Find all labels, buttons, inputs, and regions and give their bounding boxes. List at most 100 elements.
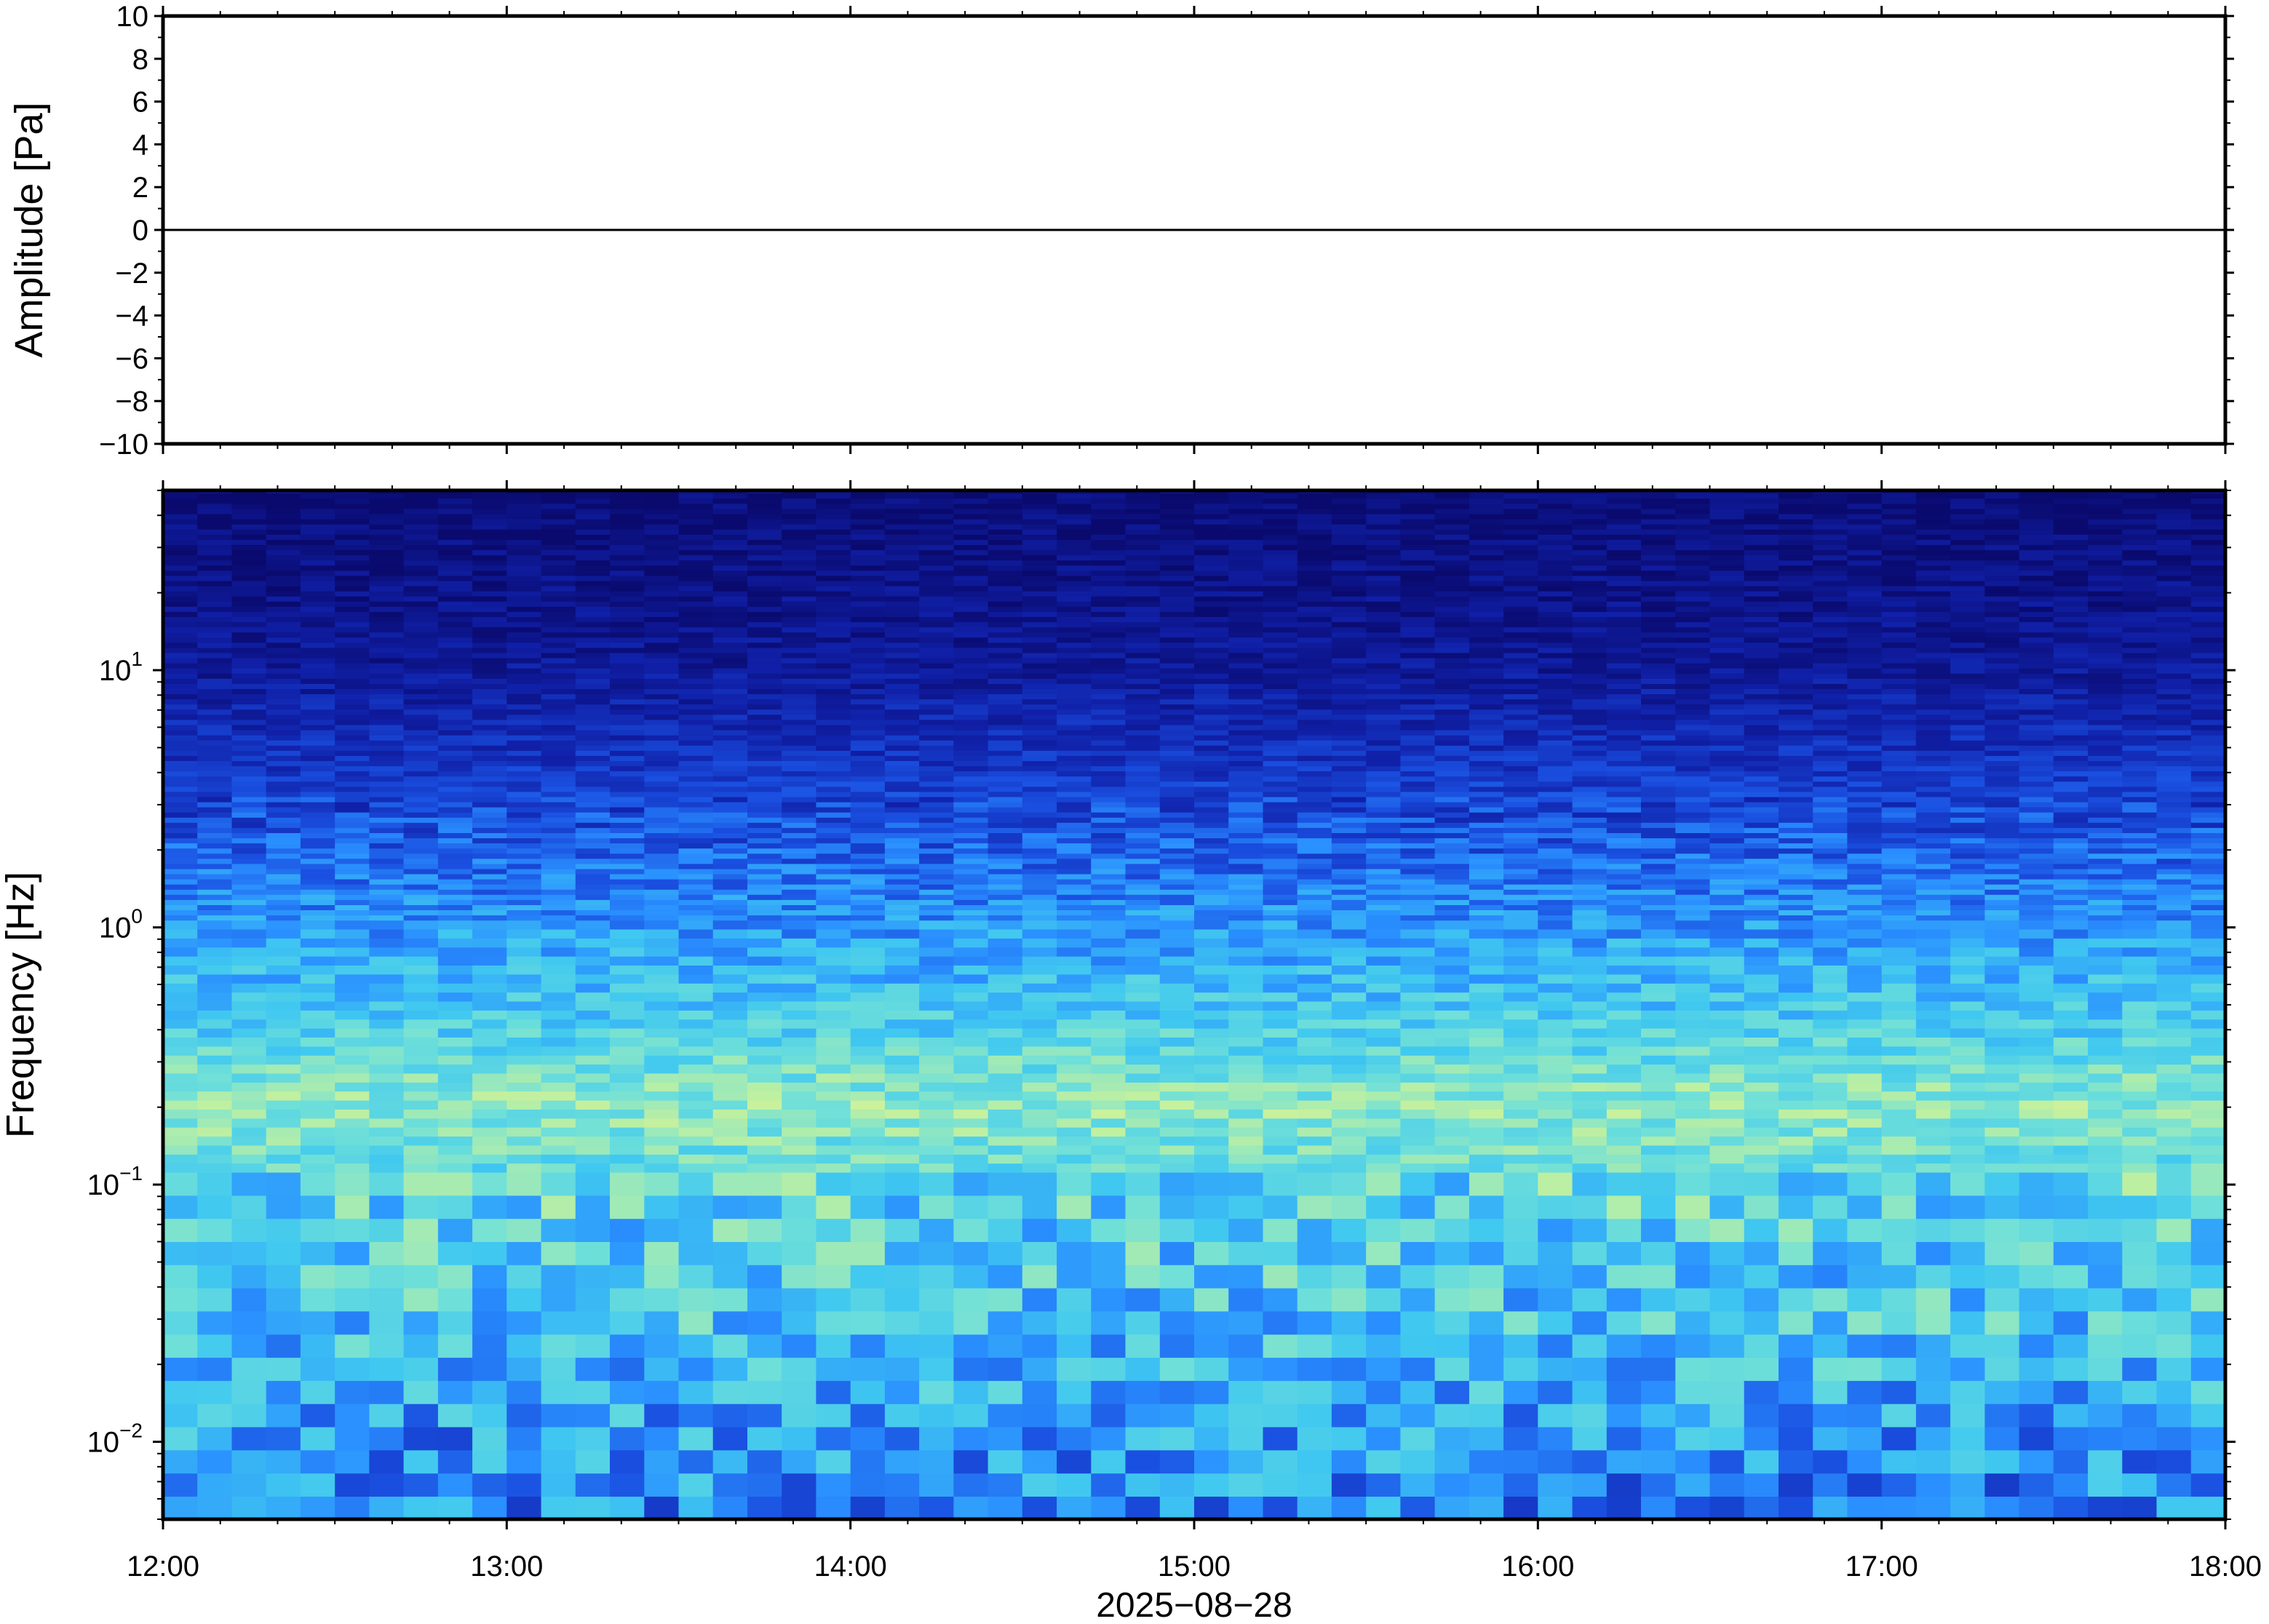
spectrogram-cell xyxy=(782,626,817,633)
spectrogram-cell xyxy=(1331,1037,1367,1047)
spectrogram-cell xyxy=(712,570,748,576)
spectrogram-cell xyxy=(644,1195,680,1219)
spectrogram-cell xyxy=(369,915,405,921)
spectrogram-cell xyxy=(197,983,233,993)
spectrogram-cell xyxy=(197,1000,233,1011)
spectrogram-cell xyxy=(163,637,198,643)
spectrogram-cell xyxy=(335,554,370,561)
spectrogram-cell xyxy=(472,806,508,813)
spectrogram-cell xyxy=(1159,518,1195,525)
spectrogram-cell xyxy=(1331,662,1367,669)
spectrogram-cell xyxy=(712,1380,748,1404)
spectrogram-cell xyxy=(953,554,989,561)
spectrogram-cell xyxy=(1091,544,1126,551)
spectrogram-cell xyxy=(197,928,233,939)
amplitude-y-tick-label: −2 xyxy=(115,258,148,290)
spectrogram-cell xyxy=(541,1449,576,1474)
spectrogram-cell xyxy=(610,1109,645,1119)
spectrogram-cell xyxy=(300,518,335,525)
spectrogram-cell xyxy=(610,606,645,612)
spectrogram-cell xyxy=(884,771,920,777)
spectrogram-cell xyxy=(953,560,989,566)
spectrogram-cell xyxy=(1263,1126,1298,1137)
spectrogram-cell xyxy=(747,518,782,525)
spectrogram-cell xyxy=(506,1019,542,1029)
spectrogram-cell xyxy=(919,1163,955,1173)
spectrogram-cell xyxy=(850,595,886,602)
spectrogram-cell xyxy=(1022,791,1057,797)
spectrogram-cell xyxy=(747,667,782,674)
spectrogram-cell xyxy=(1366,637,1402,643)
spectrogram-cell xyxy=(231,806,267,813)
spectrogram-cell xyxy=(197,503,233,509)
spectrogram-cell xyxy=(541,1000,576,1011)
spectrogram-cell xyxy=(747,508,782,514)
spectrogram-cell xyxy=(1125,1099,1161,1110)
spectrogram-cell xyxy=(1366,909,1402,916)
spectrogram-cell xyxy=(266,974,301,984)
spectrogram-cell xyxy=(678,1265,714,1289)
spectrogram-cell xyxy=(1297,791,1332,797)
spectrogram-cell xyxy=(1434,1310,1470,1335)
spectrogram-cell xyxy=(472,673,508,679)
spectrogram-cell xyxy=(850,570,886,576)
spectrogram-cell xyxy=(644,915,680,921)
spectrogram-cell xyxy=(575,719,611,725)
spectrogram-cell xyxy=(369,1136,405,1146)
spectrogram-cell xyxy=(506,947,542,957)
spectrogram-cell xyxy=(610,657,645,664)
spectrogram-cell xyxy=(506,755,542,761)
spectrogram-cell xyxy=(884,1287,920,1312)
spectrogram-cell xyxy=(300,508,335,514)
spectrogram-cell xyxy=(231,1195,267,1219)
spectrogram-cell xyxy=(678,983,714,993)
spectrogram-cell xyxy=(472,1000,508,1011)
spectrogram-cell xyxy=(1263,1082,1298,1092)
spectrogram-cell xyxy=(712,606,748,612)
spectrogram-cell xyxy=(953,1426,989,1451)
spectrogram-cell xyxy=(816,837,851,844)
spectrogram-cell xyxy=(1194,1334,1229,1358)
spectrogram-cell xyxy=(919,878,955,885)
spectrogram-cell xyxy=(403,719,439,725)
spectrogram-cell xyxy=(678,992,714,1002)
spectrogram-cell xyxy=(747,750,782,756)
spectrogram-cell xyxy=(335,667,370,674)
spectrogram-cell xyxy=(1366,606,1402,612)
spectrogram-cell xyxy=(1194,575,1229,581)
spectrogram-cell xyxy=(712,1136,748,1146)
spectrogram-cell xyxy=(678,868,714,875)
spectrogram-cell xyxy=(850,1082,886,1092)
spectrogram-cell xyxy=(266,1287,301,1312)
spectrogram-cell xyxy=(712,1000,748,1011)
spectrogram-cell xyxy=(1400,1072,1436,1083)
spectrogram-cell xyxy=(1125,947,1161,957)
spectrogram-cell xyxy=(644,529,680,535)
spectrogram-cell xyxy=(403,1064,439,1074)
spectrogram-cell xyxy=(712,1496,748,1519)
spectrogram-cell xyxy=(1297,786,1332,792)
spectrogram-cell xyxy=(369,965,405,975)
spectrogram-cell xyxy=(782,983,817,993)
spectrogram-cell xyxy=(644,868,680,875)
spectrogram-cell xyxy=(712,760,748,767)
spectrogram-cell xyxy=(300,1099,335,1110)
spectrogram-cell xyxy=(747,965,782,975)
spectrogram-cell xyxy=(1057,678,1092,684)
spectrogram-cell xyxy=(1297,508,1332,514)
spectrogram-cell xyxy=(506,1082,542,1092)
spectrogram-cell xyxy=(1057,729,1092,736)
spectrogram-cell xyxy=(266,1118,301,1128)
spectrogram-cell xyxy=(747,915,782,921)
spectrogram-cell xyxy=(1331,580,1367,586)
spectrogram-cell xyxy=(1091,1496,1126,1519)
spectrogram-cell xyxy=(506,771,542,777)
spectrogram-cell xyxy=(1057,1027,1092,1038)
spectrogram-cell xyxy=(1297,1265,1332,1289)
spectrogram-cell xyxy=(266,580,301,586)
spectrogram-cell xyxy=(163,776,198,782)
spectrogram-cell xyxy=(919,1218,955,1242)
spectrogram-cell xyxy=(850,1145,886,1155)
spectrogram-cell xyxy=(782,992,817,1002)
spectrogram-cell xyxy=(335,832,370,839)
